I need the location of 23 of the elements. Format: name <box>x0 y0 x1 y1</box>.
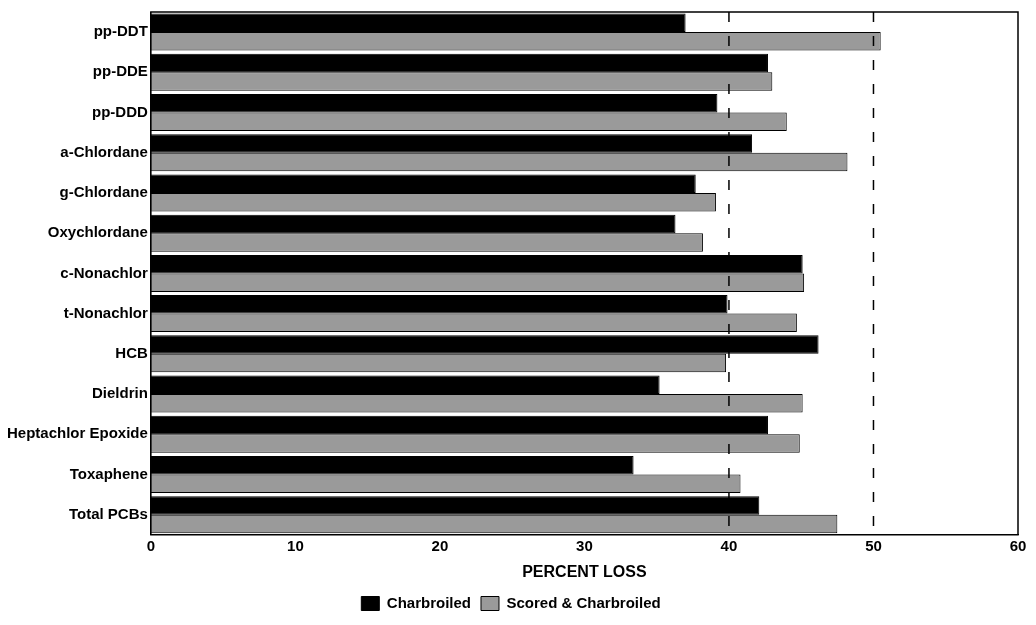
y-tick-label: t-Nonachlor <box>63 303 149 321</box>
legend-label: Scored & Charbroiled <box>506 593 661 611</box>
y-tick-label: Total PCBs <box>68 504 148 522</box>
y-tick-label: c-Nonachlor <box>60 263 149 281</box>
y-tick-label: Dieldrin <box>92 384 148 402</box>
y-tick-label: HCB <box>115 343 149 361</box>
x-tick-label: 0 <box>146 536 156 554</box>
x-tick-label: 30 <box>576 536 593 554</box>
y-tick-label: pp-DDD <box>92 102 149 120</box>
y-tick-label: Toxaphene <box>69 464 148 482</box>
legend-label: Charbroiled <box>386 593 471 611</box>
x-tick-label: 40 <box>720 536 738 554</box>
x-tick-label: 60 <box>1009 536 1027 554</box>
y-tick-label: Oxychlordane <box>47 223 148 241</box>
x-tick-label: 50 <box>865 536 882 554</box>
y-tick-label: a-Chlordane <box>60 142 148 160</box>
y-tick-label: pp-DDT <box>93 22 148 40</box>
y-tick-label: g-Chlordane <box>59 183 148 201</box>
y-tick-label: Heptachlor Epoxide <box>7 424 148 442</box>
y-tick-label: pp-DDE <box>92 62 148 80</box>
x-axis-title: PERCENT LOSS <box>522 562 647 580</box>
x-tick-label: 10 <box>287 536 304 554</box>
x-tick-label: 20 <box>431 536 449 554</box>
